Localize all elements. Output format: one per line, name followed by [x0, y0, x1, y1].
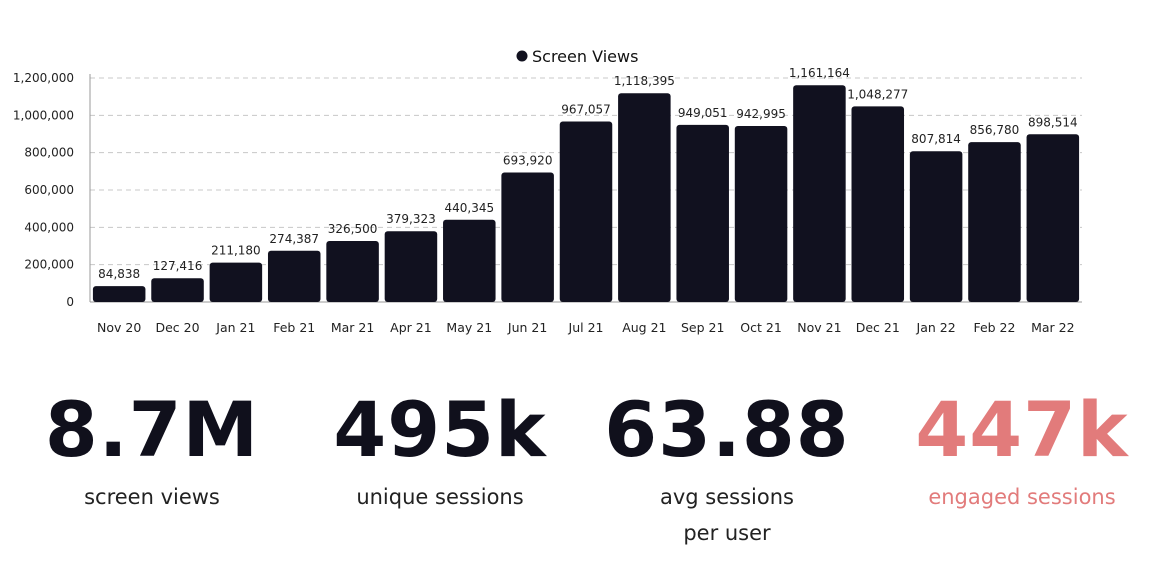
y-tick-label: 1,000,000	[13, 108, 74, 122]
y-tick-label: 200,000	[24, 258, 74, 272]
data-label: 942,995	[736, 107, 786, 121]
x-tick-label: Jul 21	[568, 320, 604, 335]
data-label: 807,814	[911, 132, 961, 146]
y-tick-label: 400,000	[24, 220, 74, 234]
x-tick-label: Sep 21	[681, 320, 724, 335]
bar	[851, 106, 905, 302]
stat-label: screen views	[84, 485, 220, 509]
x-tick-label: Nov 21	[797, 320, 841, 335]
x-tick-label: Oct 21	[740, 320, 782, 335]
data-label: 1,118,395	[614, 74, 675, 88]
bar	[734, 125, 788, 302]
bar	[1026, 134, 1080, 302]
data-label: 274,387	[269, 232, 319, 246]
data-label: 211,180	[211, 244, 261, 258]
bar	[384, 231, 438, 302]
bar	[618, 93, 671, 302]
bar	[968, 142, 1021, 302]
bar	[267, 250, 321, 302]
x-tick-label: Aug 21	[622, 320, 666, 335]
data-label: 693,920	[503, 153, 553, 167]
y-tick-label: 0	[66, 295, 74, 309]
x-tick-label: Dec 20	[155, 320, 199, 335]
stat-value: 63.88	[604, 385, 850, 474]
bar	[92, 286, 146, 302]
bar	[151, 278, 204, 302]
data-label: 967,057	[561, 102, 611, 116]
stat-screen-views: 8.7M screen views	[17, 385, 287, 515]
data-label: 1,048,277	[847, 87, 908, 101]
bar	[501, 172, 554, 302]
bar-chart-svg: 0 200,000 400,000 600,000 800,000 1,000,000 1,…	[13, 47, 1082, 335]
bar	[559, 121, 613, 302]
stat-label: engaged sessions	[928, 485, 1116, 509]
y-tick-label: 800,000	[24, 146, 74, 160]
bar	[326, 241, 379, 302]
stat-value: 447k	[915, 385, 1129, 474]
bar	[676, 124, 729, 302]
stat-engaged-sessions: 447k engaged sessions	[887, 385, 1157, 515]
bar	[909, 151, 963, 302]
x-tick-label: Apr 21	[390, 320, 432, 335]
x-tick-label: Feb 22	[973, 320, 1015, 335]
y-tick-label: 600,000	[24, 183, 74, 197]
data-label: 949,051	[678, 106, 728, 120]
x-tick-label: Feb 21	[273, 320, 315, 335]
data-label: 856,780	[970, 123, 1020, 137]
data-label: 1,161,164	[789, 66, 850, 80]
x-tick-label: Mar 21	[331, 320, 374, 335]
x-tick-label: Jan 22	[916, 320, 956, 335]
screen-views-chart: 0 200,000 400,000 600,000 800,000 1,000,000 1,…	[13, 47, 1082, 335]
data-label: 127,416	[153, 259, 203, 273]
x-tick-label: Mar 22	[1031, 320, 1074, 335]
data-label: 898,514	[1028, 115, 1078, 129]
x-tick-label: May 21	[446, 320, 492, 335]
bar	[443, 219, 496, 302]
x-tick-label: Jun 21	[507, 320, 547, 335]
bar	[793, 85, 846, 302]
bar	[209, 262, 263, 302]
data-label: 379,323	[386, 212, 436, 226]
x-tick-label: Dec 21	[856, 320, 900, 335]
x-tick-label: Nov 20	[97, 320, 141, 335]
data-label: 326,500	[328, 222, 378, 236]
legend-label: Screen Views	[532, 47, 638, 66]
stat-value: 495k	[333, 385, 547, 474]
stat-label: unique sessions	[356, 485, 524, 509]
stat-unique-sessions: 495k unique sessions	[305, 385, 575, 515]
x-tick-label: Jan 21	[215, 320, 255, 335]
stat-label: avg sessions per user	[660, 485, 794, 545]
data-label: 84,838	[98, 267, 140, 281]
legend-marker	[516, 50, 528, 62]
y-tick-label: 1,200,000	[13, 71, 74, 85]
stat-avg-sessions: 63.88 avg sessions per user	[592, 385, 862, 551]
stat-value: 8.7M	[44, 385, 260, 474]
data-label: 440,345	[444, 201, 494, 215]
